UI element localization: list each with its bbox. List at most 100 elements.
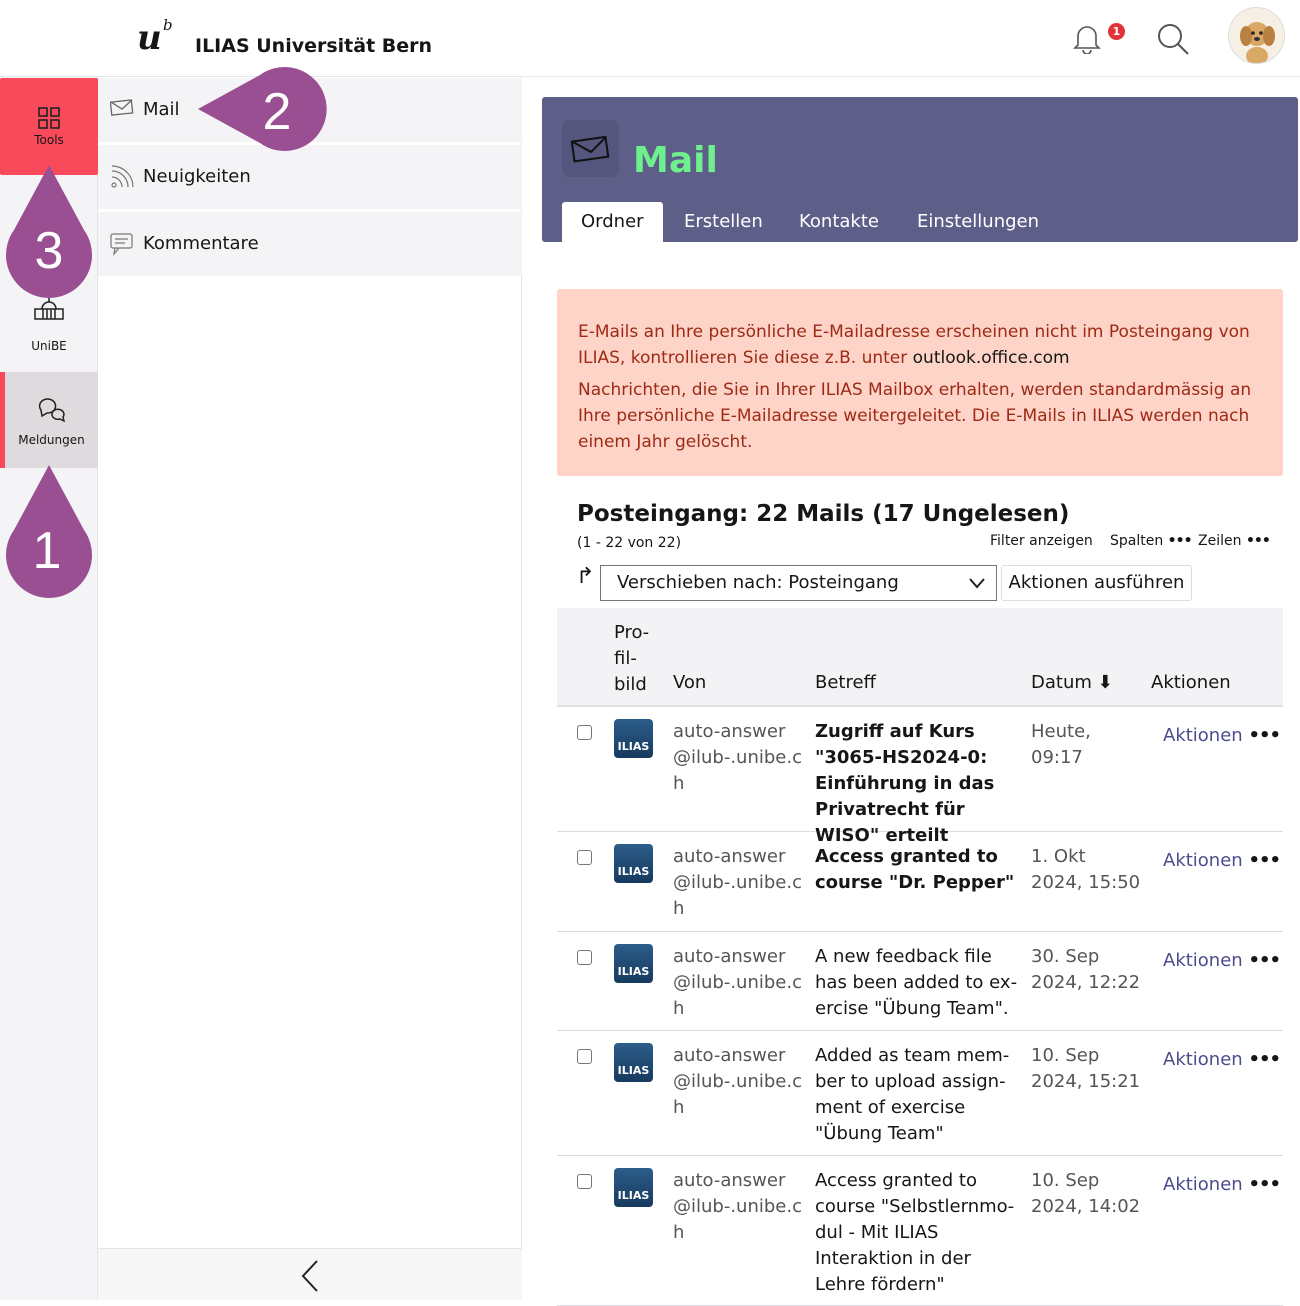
sender-avatar: ILIAS — [614, 1168, 653, 1207]
row-actions-dropdown[interactable]: Aktionen ••• — [1163, 1172, 1281, 1198]
date: 10. Sep 2024, 15:21 — [1031, 1045, 1141, 1092]
columns-control[interactable]: Spalten ••• — [1110, 533, 1193, 549]
page-title: Mail — [633, 140, 718, 181]
sender-avatar: ILIAS — [614, 944, 653, 983]
select-value: Verschieben nach: Posteingang — [617, 572, 899, 593]
slate-item-kommentare[interactable]: Kommentare — [98, 212, 522, 276]
more-icon: ••• — [1167, 533, 1193, 549]
sender: auto-answer@ilub-.unibe.ch — [673, 846, 802, 919]
mainbar-item-tools[interactable]: Tools — [0, 78, 98, 175]
execute-actions-button[interactable]: Aktionen ausführen — [1001, 565, 1192, 601]
mail-header — [542, 97, 1298, 242]
step-marker-number: 2 — [263, 83, 292, 141]
subject-link[interactable]: A new feedback file has been added to ex… — [815, 946, 1018, 1019]
actions-label: Aktionen — [1163, 1049, 1243, 1070]
actions-label: Aktionen — [1163, 725, 1243, 746]
row-actions-dropdown[interactable]: Aktionen ••• — [1163, 1047, 1281, 1073]
sender-avatar: ILIAS — [614, 719, 653, 758]
outlook-link[interactable]: outlook.office.com — [912, 348, 1070, 368]
mainbar-item-label: UniBE — [31, 339, 67, 353]
mainbar-item-label: Meldungen — [18, 433, 85, 447]
subject-link[interactable]: Access granted to course "Dr. Pepper" — [815, 846, 1015, 893]
tab-ordner[interactable]: Ordner — [562, 202, 663, 242]
step-markers: 2 3 1 — [5, 67, 327, 598]
table-title: Posteingang: 22 Mails (17 Ungelesen) — [577, 501, 1070, 527]
pagination-range: (1 - 22 von 22) — [577, 535, 682, 551]
subject-link[interactable]: Access granted to course "Selbstlernmo­d… — [815, 1170, 1015, 1295]
move-to-select[interactable]: Verschieben nach: Posteingang — [600, 565, 997, 601]
table-row[interactable]: ILIAS auto-answer@ilub-.unibe.ch Added a… — [557, 1031, 1283, 1156]
slate-item-label: Neuigkeiten — [143, 166, 251, 187]
alert-text: Nachrichten, die Sie in Ihrer ILIAS Mail… — [578, 380, 1252, 452]
tab-kontakte[interactable]: Kontakte — [799, 211, 879, 232]
table-header: Pro­fil­bild Von Betreff Datum ⬇ Aktione… — [557, 608, 1283, 707]
step-marker-3: 3 — [5, 165, 92, 298]
slate-item-label: Mail — [143, 99, 180, 120]
unibe-logo[interactable]: u — [137, 18, 162, 58]
date: 10. Sep 2024, 14:02 — [1031, 1170, 1141, 1217]
more-icon: ••• — [1245, 533, 1271, 549]
mainbar-item-unibe[interactable]: UniBE — [0, 280, 98, 370]
sender: auto-answer@ilub-.unibe.ch — [673, 946, 802, 1019]
row-actions-dropdown[interactable]: Aktionen ••• — [1163, 723, 1281, 749]
comment-icon — [110, 233, 133, 256]
sender: auto-answer@ilub-.unibe.ch — [673, 1170, 802, 1243]
column-header-subject[interactable]: Betreff — [815, 672, 876, 693]
rows-control[interactable]: Zeilen ••• — [1198, 533, 1271, 549]
step-marker-number: 3 — [35, 222, 64, 280]
slate-item-neuigkeiten[interactable]: Neuigkeiten — [98, 145, 522, 209]
envelope-icon — [110, 99, 134, 116]
column-header-date[interactable]: Datum ⬇ — [1031, 672, 1113, 693]
mail-header-icon — [562, 120, 619, 177]
bell-icon[interactable] — [1072, 22, 1102, 58]
slate-footer — [98, 1248, 522, 1300]
unibe-logo-superscript: b — [163, 16, 173, 34]
alert-text: E-Mails an Ihre persönliche E-Mailadress… — [578, 322, 1250, 368]
column-header-actions: Aktionen — [1151, 672, 1231, 693]
rows-label: Zeilen — [1198, 533, 1242, 549]
row-checkbox[interactable] — [577, 1049, 592, 1064]
column-header-profile: Pro­fil­bild — [614, 622, 650, 695]
table-row[interactable]: ILIAS auto-answer@ilub-.unibe.ch Zugriff… — [557, 707, 1283, 846]
row-checkbox[interactable] — [577, 725, 592, 740]
tab-erstellen[interactable]: Erstellen — [684, 211, 763, 232]
subject-link[interactable]: Added as team mem­ber to upload assign­m… — [815, 1045, 1010, 1144]
notification-badge: 1 — [1108, 23, 1125, 40]
row-actions-dropdown[interactable]: Aktionen ••• — [1163, 948, 1281, 974]
building-icon — [34, 298, 64, 320]
row-checkbox[interactable] — [577, 1174, 592, 1189]
table-row[interactable]: ILIAS auto-answer@ilub-.unibe.ch Access … — [557, 1156, 1283, 1306]
more-icon: ••• — [1248, 850, 1281, 871]
subject-link[interactable]: Zugriff auf Kurs "3065-HS2024-0: Einführ… — [815, 721, 995, 846]
date: 30. Sep 2024, 12:22 — [1031, 946, 1141, 993]
table-row[interactable]: ILIAS auto-answer@ilub-.unibe.ch A new f… — [557, 932, 1283, 1031]
step-marker-2: 2 — [198, 67, 327, 151]
more-icon: ••• — [1248, 1049, 1281, 1070]
row-checkbox[interactable] — [577, 850, 592, 865]
info-alert: E-Mails an Ihre persönliche E-Mailadress… — [557, 289, 1283, 476]
step-marker-1: 1 — [5, 465, 93, 598]
mainbar-item-meldungen[interactable]: Meldungen — [0, 372, 98, 468]
tab-einstellungen[interactable]: Einstellungen — [917, 211, 1040, 232]
sender: auto-answer@ilub-.unibe.ch — [673, 1045, 802, 1118]
table-row[interactable]: ILIAS auto-answer@ilub-.unibe.ch Access … — [557, 832, 1283, 932]
chevron-down-icon — [969, 578, 985, 589]
filter-toggle[interactable]: Filter anzeigen — [990, 533, 1093, 549]
user-avatar[interactable] — [1228, 7, 1285, 64]
column-header-from[interactable]: Von — [673, 672, 707, 693]
rss-icon — [111, 165, 134, 188]
sort-down-icon: ⬇ — [1097, 672, 1113, 693]
row-checkbox[interactable] — [577, 950, 592, 965]
chat-icon — [38, 398, 65, 423]
site-title[interactable]: ILIAS Universität Bern — [195, 35, 433, 57]
step-marker-number: 1 — [33, 522, 62, 580]
row-actions-dropdown[interactable]: Aktionen ••• — [1163, 848, 1281, 874]
date: 1. Okt 2024, 15:50 — [1031, 846, 1141, 893]
date: Heute, 09:17 — [1031, 721, 1091, 768]
envelope-icon — [570, 135, 610, 163]
sender-avatar: ILIAS — [614, 844, 653, 883]
search-icon[interactable] — [1156, 22, 1190, 60]
chevron-left-icon[interactable] — [300, 1259, 320, 1293]
column-header-date-label: Datum — [1031, 672, 1092, 693]
grid-icon — [38, 107, 60, 129]
